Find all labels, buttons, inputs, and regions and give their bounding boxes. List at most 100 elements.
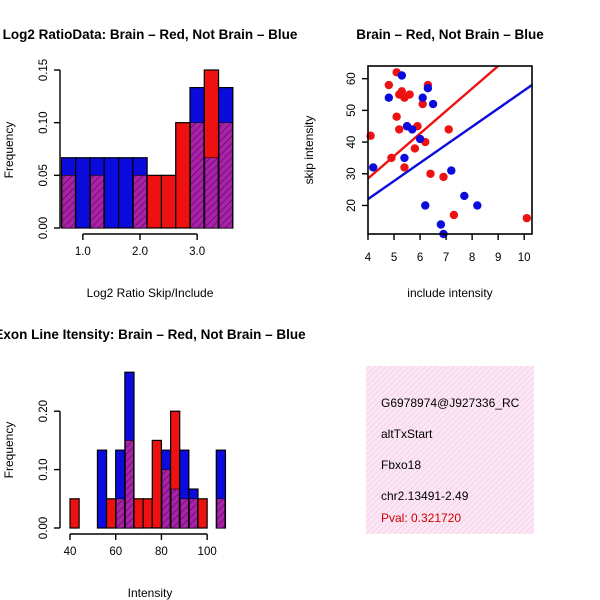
overlap-bar bbox=[190, 122, 204, 229]
not-brain-point bbox=[415, 134, 425, 144]
ratio-histogram-title: Log2 RatioData: Brain – Red, Not Brain –… bbox=[3, 27, 298, 42]
intensity-histogram: Exon Line Itensity: Brain – Red, Not Bra… bbox=[0, 327, 306, 600]
info-event-type: altTxStart bbox=[381, 427, 433, 441]
brain-bar bbox=[133, 498, 144, 529]
not-brain-point bbox=[423, 83, 433, 93]
y-tick-label: 60 bbox=[346, 72, 358, 85]
brain-point bbox=[397, 87, 407, 96]
scatter-xlabel: include intensity bbox=[407, 286, 492, 300]
ratio-histogram-ylabel: Frequency bbox=[2, 122, 16, 179]
brain-point bbox=[387, 153, 396, 163]
x-tick-label: 8 bbox=[469, 252, 475, 264]
x-tick-label: 2.0 bbox=[132, 246, 148, 258]
brain-point bbox=[392, 112, 401, 121]
brain-point bbox=[405, 90, 414, 99]
brain-point bbox=[449, 210, 459, 220]
not-brain-point bbox=[460, 191, 469, 201]
not-brain-point bbox=[408, 125, 417, 134]
y-tick-label: 20 bbox=[346, 199, 358, 212]
brain-bar bbox=[146, 174, 163, 229]
info-event-id: G6978974@J927336_RC bbox=[381, 396, 520, 410]
x-tick-label: 4 bbox=[365, 252, 372, 264]
scatter-frame bbox=[367, 65, 533, 235]
brain-point bbox=[418, 99, 427, 109]
info-gene: Fbxo18 bbox=[381, 458, 421, 472]
scatter-ylabel: skip intensity bbox=[302, 116, 316, 185]
overlap-bar bbox=[216, 498, 226, 529]
ratio-histogram-axes: 1.0 2.0 3.0 0.00 0.05 0.10 0.15 bbox=[38, 59, 205, 258]
info-box-background bbox=[366, 366, 534, 534]
not-brain-point bbox=[418, 93, 427, 102]
overlap-bar bbox=[116, 498, 125, 529]
y-tick-label: 0.10 bbox=[38, 111, 50, 133]
overlap-bar bbox=[204, 157, 219, 229]
intensity-histogram-axes: 40 60 80 100 0.00 0.10 0.20 bbox=[38, 400, 217, 558]
intensity-histogram-title: Exon Line Itensity: Brain – Red, Not Bra… bbox=[0, 327, 306, 342]
x-tick-label: 1.0 bbox=[75, 246, 91, 258]
intensity-histogram-xlabel: Intensity bbox=[128, 586, 173, 600]
overlap-bar bbox=[218, 122, 233, 229]
brain-point bbox=[444, 125, 453, 134]
ratio-histogram-xlabel: Log2 Ratio Skip/Include bbox=[87, 286, 214, 300]
overlap-bar bbox=[170, 488, 180, 529]
x-tick-label: 5 bbox=[391, 252, 397, 264]
brain-point bbox=[395, 125, 404, 134]
y-tick-label: 0.15 bbox=[38, 59, 50, 81]
x-tick-label: 9 bbox=[495, 252, 501, 264]
not-brain-point bbox=[428, 99, 438, 109]
not-brain-point bbox=[369, 163, 378, 172]
not-brain-bar bbox=[117, 157, 134, 229]
not-brain-point bbox=[400, 153, 409, 163]
not-brain-bar bbox=[96, 449, 108, 529]
brain-bar bbox=[197, 498, 208, 529]
intensity-scatter: Brain – Red, Not Brain – Blue 4 5 6 7 8 9 10 20… bbox=[302, 27, 544, 300]
y-tick-label: 0.20 bbox=[38, 400, 50, 422]
brain-point bbox=[439, 172, 448, 182]
brain-bar bbox=[175, 122, 191, 229]
scatter-points bbox=[366, 68, 531, 239]
y-tick-label: 0.10 bbox=[38, 458, 50, 480]
overlap-bar bbox=[125, 440, 134, 529]
not-brain-point bbox=[436, 220, 446, 229]
intensity-histogram-bars bbox=[69, 371, 227, 529]
brain-point bbox=[522, 213, 531, 223]
x-tick-label: 6 bbox=[417, 252, 423, 264]
overlap-bar bbox=[189, 498, 198, 529]
x-tick-label: 60 bbox=[109, 546, 122, 558]
brain-point bbox=[384, 80, 394, 90]
overlap-bar bbox=[61, 175, 76, 229]
not-brain-point bbox=[397, 71, 407, 80]
not-brain-bar bbox=[75, 157, 91, 229]
info-location: chr2.13491-2.49 bbox=[381, 489, 469, 503]
y-tick-label: 0.05 bbox=[38, 164, 50, 186]
brain-bar bbox=[151, 439, 163, 529]
brain-point bbox=[400, 163, 409, 172]
y-tick-label: 0.00 bbox=[38, 517, 50, 539]
brain-bar bbox=[160, 174, 177, 229]
not-brain-point bbox=[447, 166, 456, 175]
not-brain-point bbox=[421, 201, 430, 210]
scatter-title: Brain – Red, Not Brain – Blue bbox=[356, 27, 544, 42]
not-brain-bar bbox=[103, 157, 120, 229]
overlap-bar bbox=[90, 175, 104, 229]
brain-point bbox=[410, 144, 420, 153]
y-tick-label: 30 bbox=[346, 167, 358, 180]
not-brain-fit-line bbox=[367, 84, 533, 201]
brain-bar bbox=[142, 498, 153, 529]
info-pval: Pval: 0.321720 bbox=[381, 511, 461, 525]
x-tick-label: 3.0 bbox=[189, 246, 205, 258]
x-tick-label: 100 bbox=[198, 546, 217, 558]
brain-bar bbox=[105, 498, 117, 529]
ratio-histogram-bars bbox=[60, 69, 234, 229]
x-tick-label: 80 bbox=[155, 546, 168, 558]
y-tick-label: 0.00 bbox=[38, 217, 50, 239]
overlap-bar bbox=[161, 469, 171, 529]
brain-bar bbox=[69, 498, 80, 529]
intensity-histogram-ylabel: Frequency bbox=[2, 422, 16, 479]
info-box: G6978974@J927336_RC altTxStart Fbxo18 ch… bbox=[366, 366, 534, 534]
x-tick-label: 10 bbox=[518, 252, 531, 264]
ratio-histogram: Log2 RatioData: Brain – Red, Not Brain –… bbox=[2, 27, 298, 300]
overlap-bar bbox=[180, 498, 189, 529]
